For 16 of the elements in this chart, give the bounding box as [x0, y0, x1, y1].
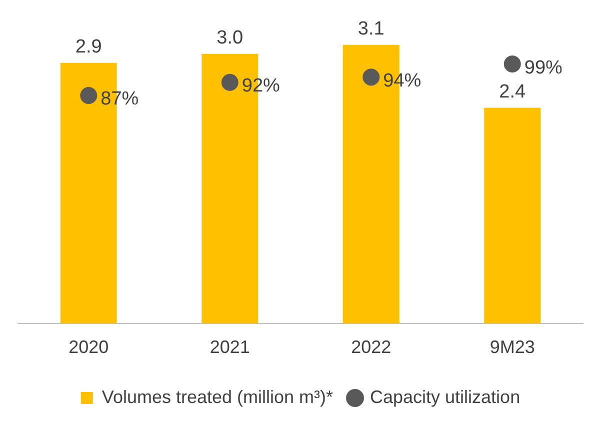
data-label: 99% [524, 57, 563, 78]
x-tick-label: 2021 [210, 337, 250, 358]
legend-label: Volumes treated (million m³)* [102, 386, 334, 407]
x-tick-label: 9M23 [490, 337, 535, 358]
x-tick-label: 2020 [68, 337, 109, 358]
point [362, 68, 380, 86]
data-label: 2.9 [75, 36, 102, 58]
bar [484, 108, 541, 324]
data-label: 3.0 [216, 28, 244, 49]
point [221, 74, 238, 91]
data-label: 3.1 [358, 18, 384, 40]
legend-label: Capacity utilization [370, 386, 520, 407]
data-label: 2.4 [499, 82, 526, 103]
point [504, 56, 521, 73]
point [80, 86, 98, 104]
x-tick-label: 2022 [351, 337, 392, 358]
